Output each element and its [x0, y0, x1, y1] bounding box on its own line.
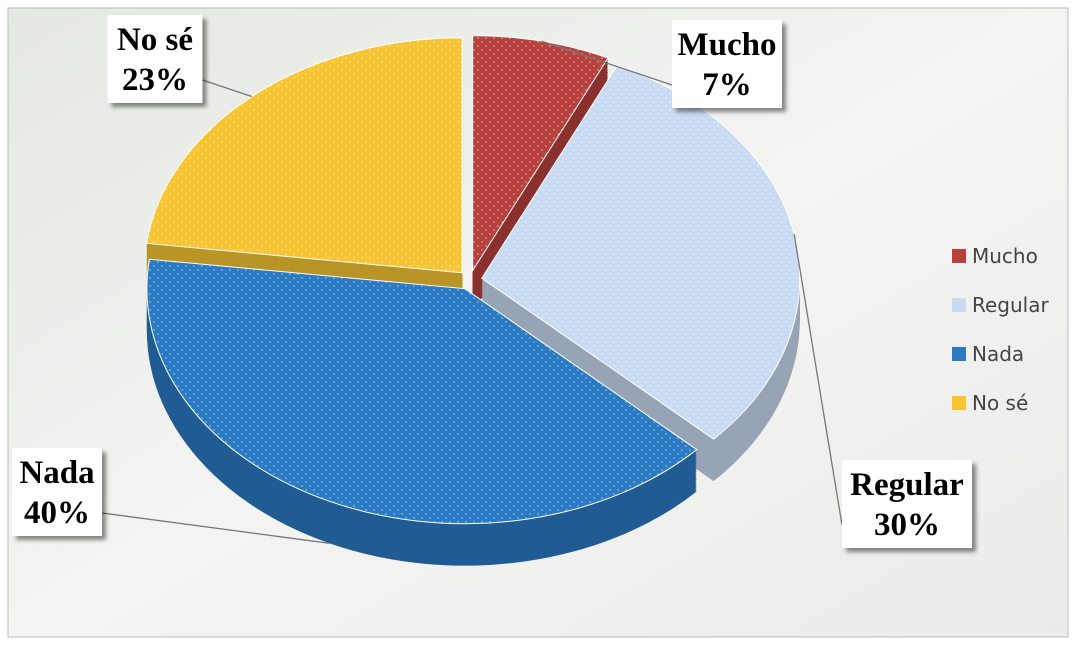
- legend-swatch: [952, 347, 966, 361]
- data-label-value: 30%: [874, 507, 940, 543]
- data-label-name: Regular: [850, 467, 964, 503]
- data-label-value: 7%: [702, 67, 752, 103]
- legend-label: Nada: [972, 342, 1024, 366]
- data-label-name: No sé: [117, 22, 193, 58]
- chart: Mucho 7% Regular 30% Nada 40% No sé 23% Mucho Re…: [0, 0, 1076, 645]
- data-label-name: Mucho: [678, 27, 777, 63]
- legend-label: Mucho: [972, 244, 1038, 268]
- data-label-name: Nada: [19, 455, 94, 491]
- legend-label: Regular: [972, 293, 1049, 317]
- legend-label: No sé: [972, 391, 1028, 415]
- legend-swatch: [952, 396, 966, 410]
- data-label-value: 23%: [122, 62, 188, 98]
- legend-swatch: [952, 298, 966, 312]
- data-label-value: 40%: [24, 495, 90, 531]
- legend-swatch: [952, 249, 966, 263]
